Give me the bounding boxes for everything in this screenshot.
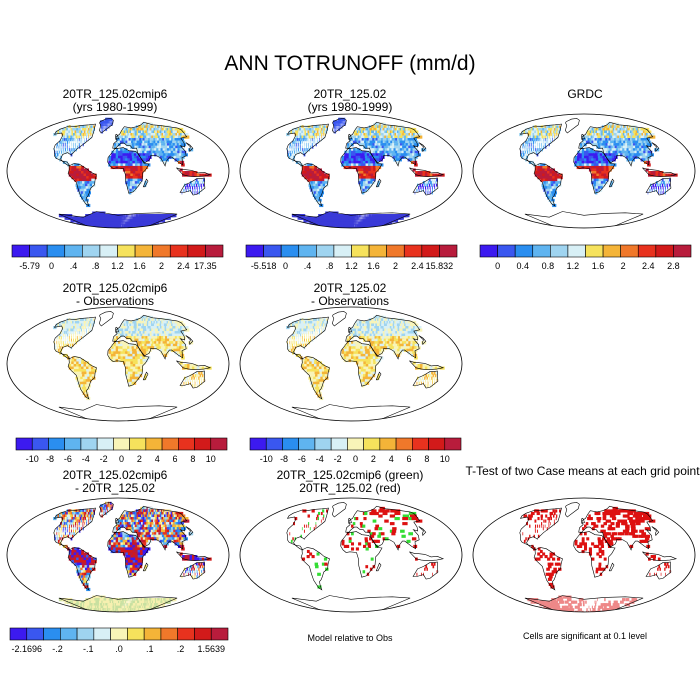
colorbar-label: -6 (298, 454, 306, 464)
panel8-title-line2: 20TR_125.02 (red) (299, 481, 401, 495)
colorbar-label: 2 (159, 261, 164, 271)
colorbar-label: .2 (177, 644, 185, 654)
colorbar-label: 4 (155, 454, 160, 464)
panel4-title-line1: 20TR_125.02cmip6 (62, 281, 168, 295)
colorbar-label: 1.2 (111, 261, 124, 271)
panel5-title-line2: - Observations (310, 294, 390, 308)
colorbar-label: 2.4 (411, 261, 424, 271)
panel7-title-line2: - 20TR_125.02 (74, 481, 156, 495)
panel1-title-line2: (yrs 1980-1999) (72, 100, 158, 114)
colorbar-label: -10 (26, 454, 39, 464)
colorbar-label: -4 (82, 454, 90, 464)
panel1-colorbar: -5.79 0 .4 .8 1.2 1.6 2 2.4 17.35 (11, 244, 224, 271)
colorbar-label: .0 (115, 644, 123, 654)
colorbar-label: 2 (393, 261, 398, 271)
panel9-title: T-Test of two Case means at each grid po… (465, 465, 700, 478)
panel9-note: Cells are significant at 0.1 level (522, 631, 648, 641)
colorbar-label: -2.1696 (12, 644, 43, 654)
panel7-title: 20TR_125.02cmip6 - 20TR_125.02 (0, 469, 230, 495)
colorbar-label: -2 (100, 454, 108, 464)
colorbar-label: .8 (326, 261, 334, 271)
panel2-map (239, 113, 463, 229)
colorbar-label: -5.79 (19, 261, 40, 271)
colorbar-label: 2 (371, 454, 376, 464)
colorbar-label: -6 (64, 454, 72, 464)
colorbar-label: 0 (353, 454, 358, 464)
colorbar-label: 0 (495, 261, 500, 271)
colorbar-label: 0.8 (542, 261, 555, 271)
colorbar-label: .4 (304, 261, 312, 271)
panel2-title-line1: 20TR_125.02 (313, 87, 387, 101)
colorbar-label: 8 (424, 454, 429, 464)
panel1-title-line1: 20TR_125.02cmip6 (62, 87, 168, 101)
figure-title: ANN TOTRUNOFF (mm/d) (224, 52, 476, 75)
colorbar-label: 4 (389, 454, 394, 464)
panel4-title-line2: - Observations (75, 294, 155, 308)
colorbar-label: -8 (46, 454, 54, 464)
panel9-title-line2: T-Test of two Case means at each grid po… (465, 464, 700, 478)
panel3-map (472, 113, 696, 229)
colorbar-label: .4 (70, 261, 78, 271)
colorbar-label: -5.518 (251, 261, 277, 271)
colorbar-label: 0 (119, 454, 124, 464)
panel1-title: 20TR_125.02cmip6 (yrs 1980-1999) (0, 88, 230, 114)
panel2-title-line2: (yrs 1980-1999) (307, 100, 393, 114)
colorbar-label: 1.6 (367, 261, 380, 271)
colorbar-label: 2 (621, 261, 626, 271)
colorbar-label: 8 (190, 454, 195, 464)
colorbar-label: 1.5639 (197, 644, 225, 654)
panel3-title: GRDC (470, 88, 700, 101)
colorbar-label: -8 (280, 454, 288, 464)
colorbar-label: 1.6 (592, 261, 605, 271)
colorbar-label: 0.4 (516, 261, 529, 271)
panel4-title: 20TR_125.02cmip6 - Observations (0, 282, 230, 308)
panel2-title: 20TR_125.02 (yrs 1980-1999) (235, 88, 465, 114)
panel1-map (6, 113, 230, 229)
colorbar-label: 17.35 (194, 261, 217, 271)
panel3-colorbar: 0 0.4 0.8 1.2 1.6 2 2.4 2.8 (479, 244, 692, 271)
panel7-title-line1: 20TR_125.02cmip6 (62, 468, 168, 482)
panel8-note: Model relative to Obs (307, 633, 393, 643)
panel8-title: 20TR_125.02cmip6 (green) 20TR_125.02 (re… (235, 469, 465, 495)
colorbar-label: 1.2 (567, 261, 580, 271)
panel4-colorbar: -10 -8 -6 -4 -2 0 2 4 6 8 10 (15, 437, 228, 464)
panel7-colorbar: -2.1696 -.2 -.1 .0 .1 .2 1.5639 (9, 627, 229, 654)
colorbar-label: -2 (334, 454, 342, 464)
colorbar-label: 6 (407, 454, 412, 464)
colorbar-label: 10 (206, 454, 216, 464)
colorbar-label: -10 (260, 454, 273, 464)
panel8-map (239, 497, 463, 613)
panel5-colorbar: -10 -8 -6 -4 -2 0 2 4 6 8 10 (249, 437, 462, 464)
colorbar-label: 2.4 (642, 261, 655, 271)
colorbar-label: 2.8 (667, 261, 680, 271)
colorbar-label: 2 (137, 454, 142, 464)
panel8-title-line1: 20TR_125.02cmip6 (green) (276, 468, 424, 482)
panel5-title: 20TR_125.02 - Observations (235, 282, 465, 308)
colorbar-label: 10 (440, 454, 450, 464)
colorbar-label: .1 (146, 644, 154, 654)
colorbar-label: 1.6 (133, 261, 146, 271)
panel7-map (6, 497, 230, 613)
panel5-title-line1: 20TR_125.02 (313, 281, 387, 295)
panel3-title-line2: GRDC (567, 87, 603, 101)
colorbar-label: 6 (173, 454, 178, 464)
colorbar-label: 2.4 (177, 261, 190, 271)
panel2-colorbar: -5.518 0 .4 .8 1.2 1.6 2 2.4 15.832 (245, 244, 458, 271)
colorbar-label: -.1 (83, 644, 94, 654)
colorbar-label: .8 (92, 261, 100, 271)
colorbar-label: 1.2 (345, 261, 358, 271)
colorbar-label: 0 (283, 261, 288, 271)
panel5-map (239, 306, 463, 422)
colorbar-label: 15.832 (426, 261, 454, 271)
colorbar-label: -.2 (52, 644, 63, 654)
panel9-map (472, 497, 696, 613)
panel4-map (6, 306, 230, 422)
colorbar-label: -4 (316, 454, 324, 464)
colorbar-label: 0 (49, 261, 54, 271)
